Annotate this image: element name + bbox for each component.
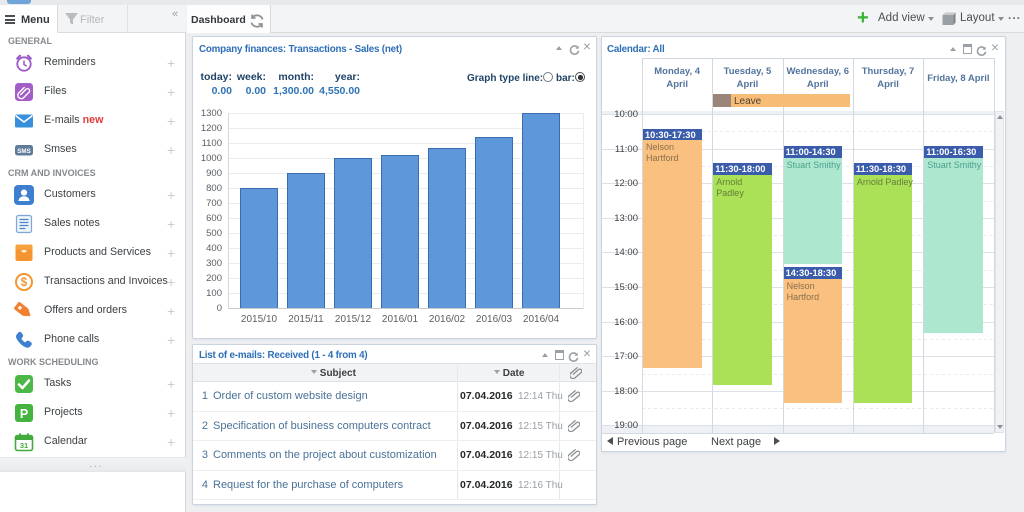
svg-text:SMS: SMS: [17, 148, 30, 155]
svg-text:31: 31: [20, 441, 28, 450]
svg-text:$: $: [21, 277, 28, 289]
svg-text:P: P: [20, 407, 28, 421]
